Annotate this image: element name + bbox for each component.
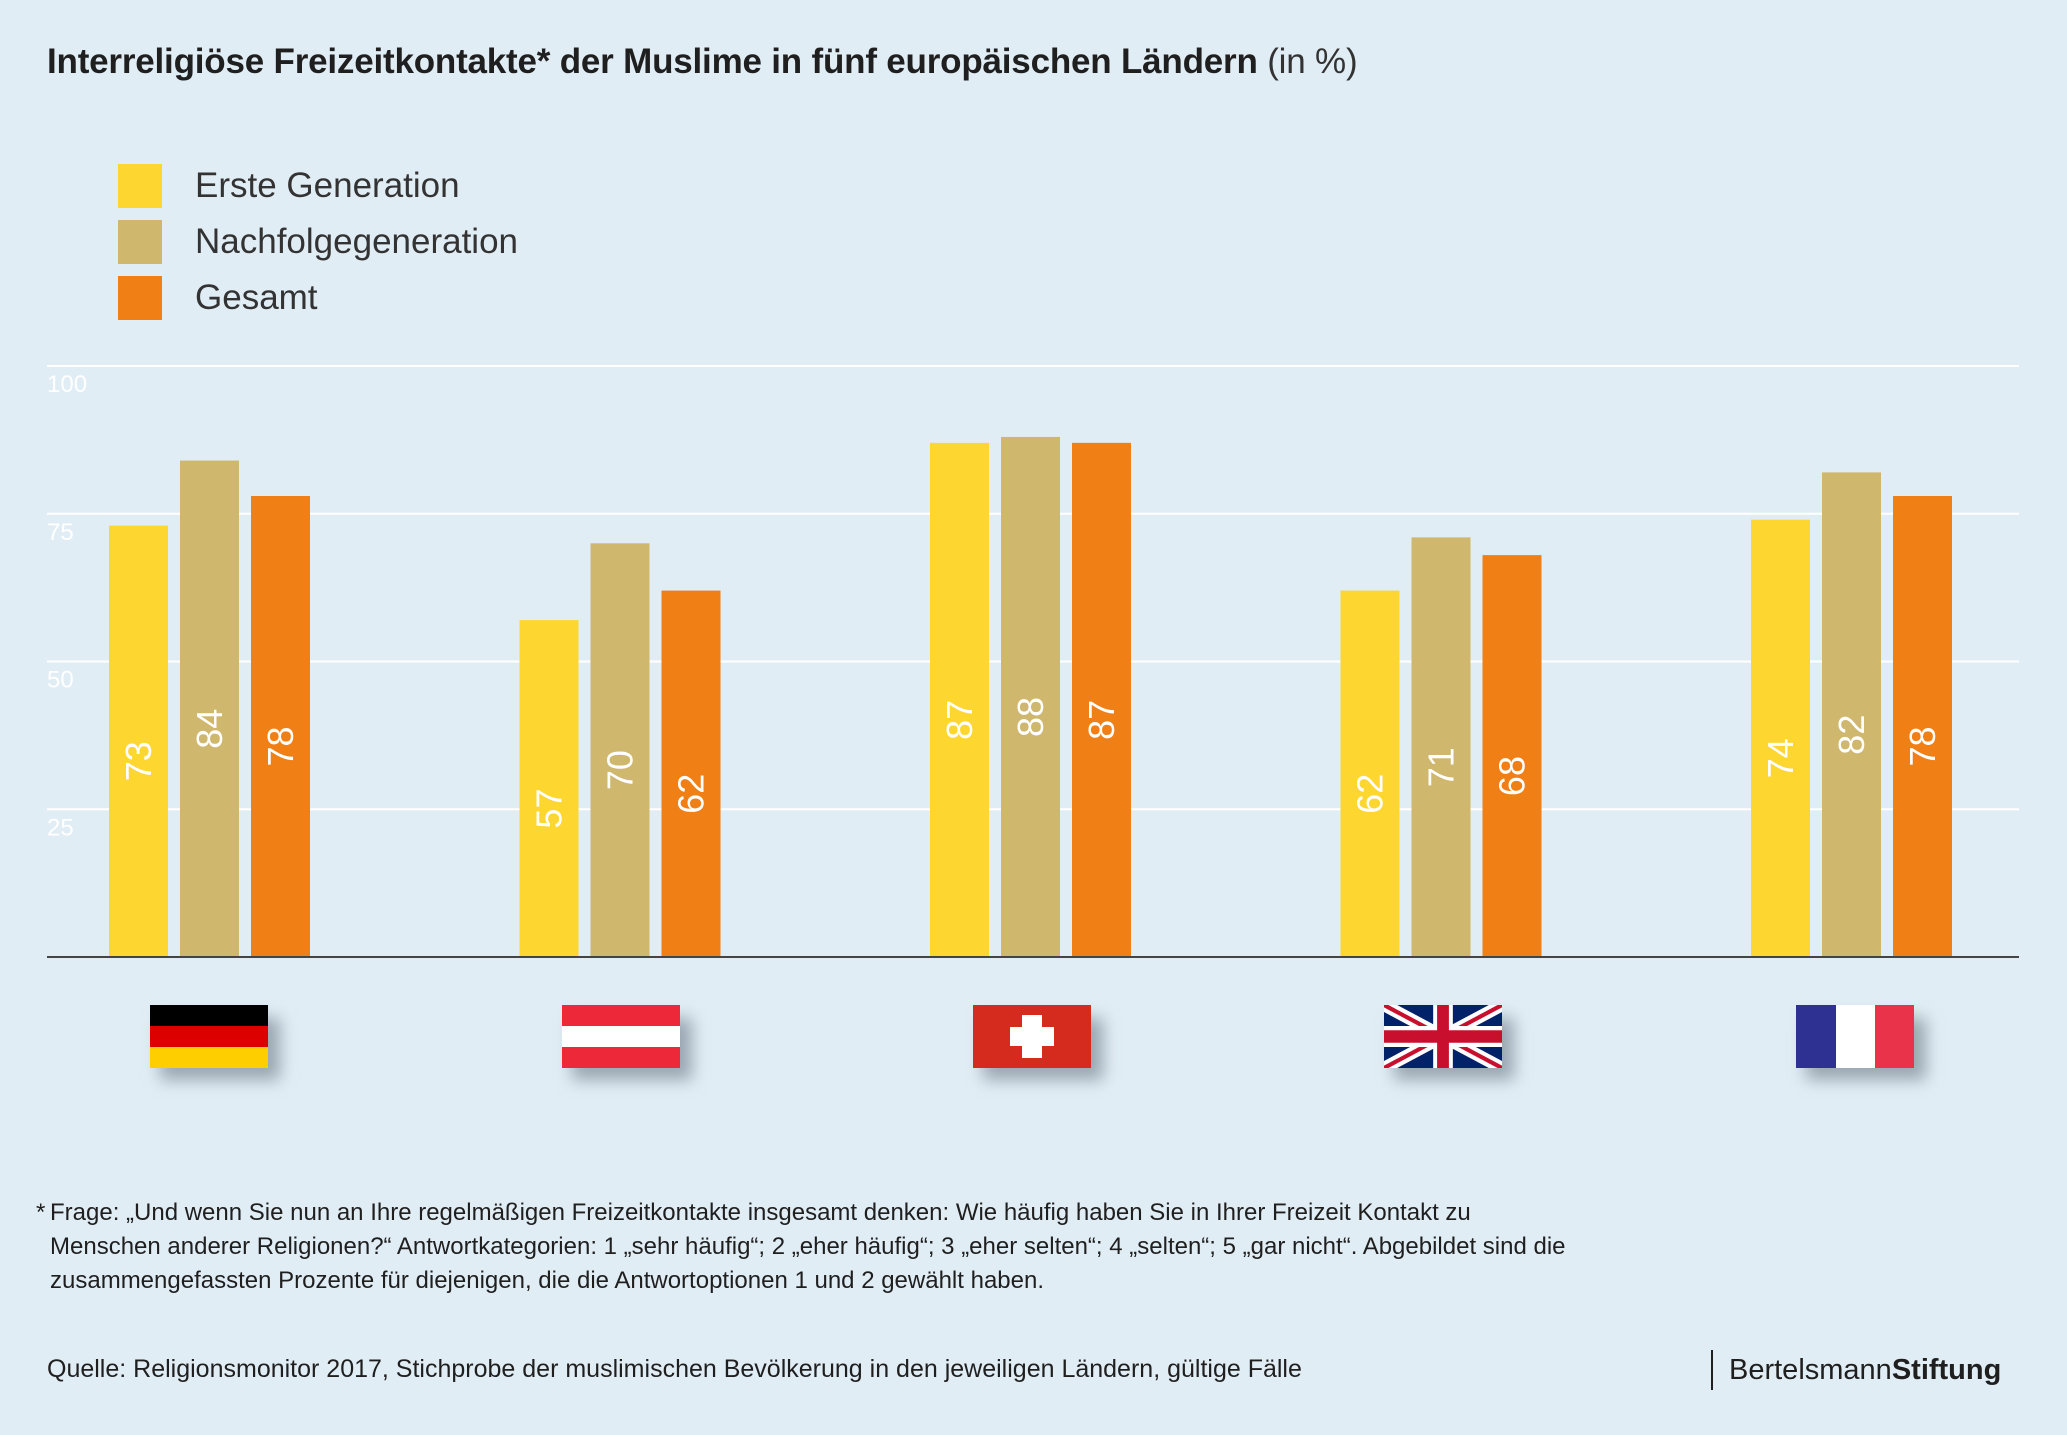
legend-swatch (118, 276, 162, 320)
footnote-star: * (36, 1199, 46, 1226)
flag-austria-icon (562, 1005, 692, 1080)
brand-logo: BertelsmannStiftung (1711, 1350, 2001, 1390)
bar (180, 460, 239, 957)
value-label: 62 (1350, 774, 1391, 814)
y-tick-label: 75 (47, 519, 74, 546)
bar (1751, 519, 1810, 957)
value-label: 68 (1492, 756, 1533, 796)
legend-item-nachfolgegeneration: Nachfolgegeneration (118, 214, 518, 270)
footnote-text: Frage: „Und wenn Sie nun an Ihre regelmä… (50, 1199, 1566, 1294)
value-label: 57 (529, 789, 570, 829)
legend-item-gesamt: Gesamt (118, 270, 518, 326)
y-tick-label: 50 (47, 667, 74, 694)
title-unit: (in %) (1267, 42, 1358, 81)
flag-france-icon (1796, 1005, 1926, 1080)
bar-chart: 25 50 75 100 73 84 78 57 70 62 87 88 87 62 71 68 74 82 78 (47, 365, 2019, 1080)
flag-switzerland-icon (973, 1005, 1103, 1080)
legend-label: Erste Generation (195, 166, 460, 205)
value-label: 70 (600, 750, 641, 790)
brand-part1: Bertelsmann (1729, 1354, 1892, 1386)
footnote: * Frage: „Und wenn Sie nun an Ihre regelm… (36, 1196, 1596, 1298)
bar (519, 620, 579, 957)
legend-item-erste-generation: Erste Generation (118, 158, 518, 214)
value-label: 84 (189, 709, 230, 749)
title-main: Interreligiöse Freizeitkontakte* der Mus… (47, 42, 1258, 81)
value-label: 82 (1831, 715, 1872, 755)
bar (109, 525, 168, 957)
bar (930, 442, 989, 958)
legend-label: Gesamt (195, 278, 318, 317)
legend: Erste Generation Nachfolgegeneration Ges… (118, 158, 518, 326)
bar (1482, 555, 1542, 957)
bar (251, 496, 310, 957)
bar (1411, 537, 1471, 957)
bars (109, 436, 1952, 958)
value-labels: 73 84 78 57 70 62 87 88 87 62 71 68 74 82 78 (118, 697, 1943, 829)
value-label: 74 (1760, 738, 1801, 778)
value-label: 87 (939, 700, 980, 740)
bar (661, 590, 721, 957)
value-label: 87 (1081, 700, 1122, 740)
value-label: 62 (671, 774, 712, 814)
chart-title: Interreligiöse Freizeitkontakte* der Mus… (47, 42, 1358, 82)
bar (1072, 442, 1131, 958)
legend-swatch (118, 220, 162, 264)
brand-part2: Stiftung (1891, 1354, 2002, 1386)
value-label: 71 (1421, 747, 1462, 787)
value-label: 88 (1010, 697, 1051, 737)
bar (590, 543, 650, 957)
legend-swatch (118, 164, 162, 208)
legend-label: Nachfolgegeneration (195, 222, 519, 261)
bar (1001, 436, 1060, 957)
flag-united-kingdom-icon (1384, 1005, 1514, 1080)
flag-germany-icon (150, 1005, 280, 1080)
y-tick-label: 25 (47, 814, 74, 841)
value-label: 78 (260, 726, 301, 766)
bar (1822, 472, 1881, 957)
source-note: Quelle: Religionsmonitor 2017, Stichprob… (47, 1355, 1302, 1383)
y-tick-label: 100 (47, 371, 87, 398)
value-label: 78 (1902, 726, 1943, 766)
value-label: 73 (118, 741, 159, 781)
bar (1893, 496, 1952, 957)
bar (1340, 590, 1400, 957)
